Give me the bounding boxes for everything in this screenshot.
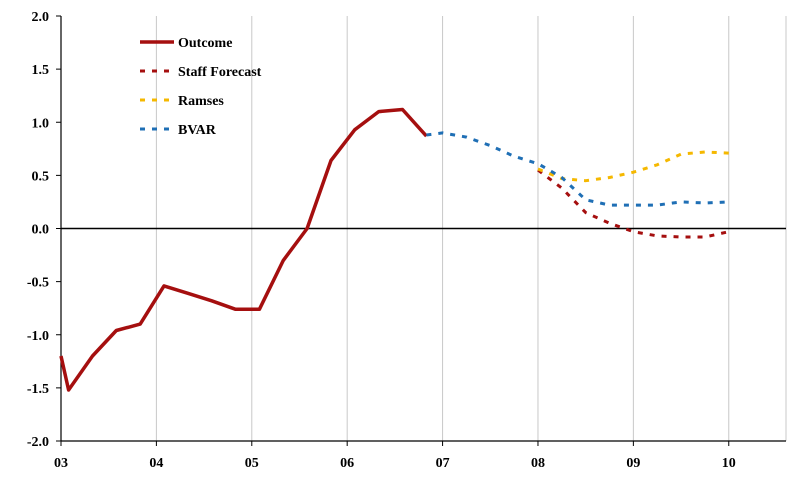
y-tick-label: 1.5 <box>32 63 50 78</box>
x-tick-label: 06 <box>340 456 354 471</box>
y-tick-label: -1.0 <box>27 329 49 344</box>
y-tick-label: 2.0 <box>32 10 50 25</box>
legend-label: Outcome <box>178 36 232 51</box>
x-tick-label: 07 <box>436 456 450 471</box>
y-tick-label: -1.5 <box>27 382 49 397</box>
x-tick-label: 04 <box>149 456 163 471</box>
series-bvar <box>426 131 729 207</box>
y-tick-label: 0.0 <box>32 223 50 238</box>
x-tick-label: 05 <box>245 456 259 471</box>
x-axis-ticks: 03 04 05 06 07 08 09 10 <box>54 441 736 471</box>
series-ramses <box>537 150 729 183</box>
x-tick-label: 09 <box>626 456 640 471</box>
y-tick-label: -2.0 <box>27 435 49 450</box>
y-tick-label: -0.5 <box>27 276 49 291</box>
y-tick-label: 0.5 <box>32 169 50 184</box>
x-tick-label: 03 <box>54 456 68 471</box>
x-tick-label: 08 <box>531 456 545 471</box>
legend-label: Ramses <box>178 94 224 109</box>
legend-label: Staff Forecast <box>178 65 262 80</box>
axes <box>60 16 786 442</box>
x-tick-label: 10 <box>722 456 736 471</box>
series-lines <box>59 107 730 392</box>
legend-label: BVAR <box>178 123 217 138</box>
y-axis-ticks: -2.0 -1.5 -1.0 -0.5 0.0 0.5 1.0 1.5 2.0 <box>27 10 61 450</box>
series-outcome <box>59 107 428 392</box>
legend: Outcome Staff Forecast Ramses BVAR <box>140 36 262 138</box>
y-tick-label: 1.0 <box>32 116 50 131</box>
